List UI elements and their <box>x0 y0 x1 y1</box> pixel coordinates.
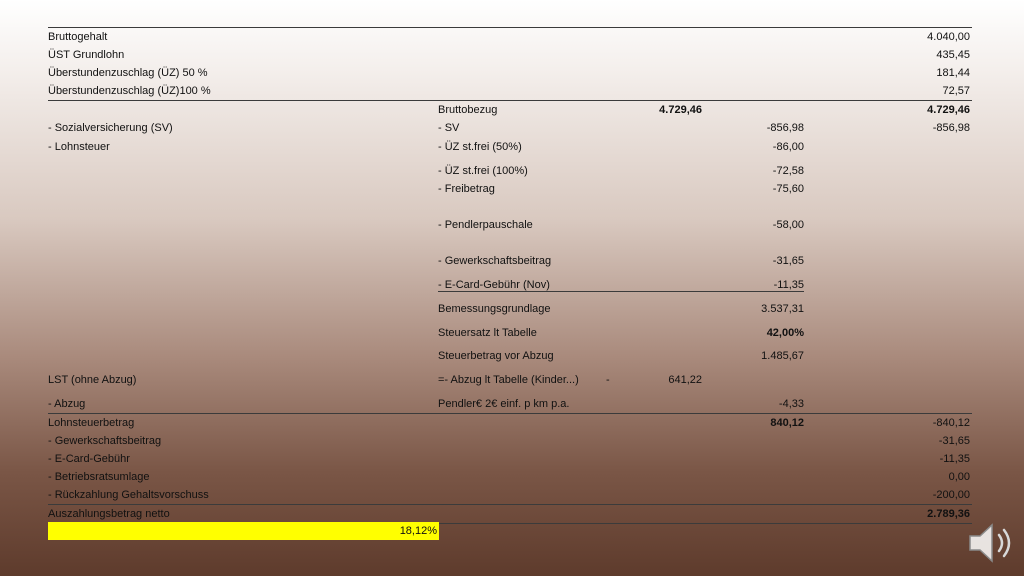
row-uz50: Überstundenzuschlag (ÜZ) 50 % 181,44 <box>48 64 972 82</box>
sub-label: Steuerbetrag vor Abzug <box>438 350 554 362</box>
row-freibetrag: - Freibetrag -75,60 <box>48 180 972 198</box>
row-gewerkschaft-sub: - Gewerkschaftsbeitrag -31,65 <box>48 252 972 270</box>
mid-value: -58,00 <box>772 219 804 231</box>
label: Bruttogehalt <box>48 31 108 43</box>
mid-value: 641,22 <box>668 374 702 386</box>
value: -840,12 <box>932 417 970 429</box>
row-uz100-frei: - ÜZ st.frei (100%) -72,58 <box>48 162 972 180</box>
mid-value: -86,00 <box>772 141 804 153</box>
sub-label: - Freibetrag <box>438 183 495 195</box>
percentage-value: 18,12% <box>399 525 437 537</box>
row-ecard-sub: - E-Card-Gebühr (Nov) -11,35 <box>48 276 972 294</box>
row-bruttobezug: Bruttobezug 4.729,46 4.729,46 <box>48 101 972 119</box>
subtotal-divider <box>438 291 804 292</box>
mid-value: 3.537,31 <box>761 303 804 315</box>
sub-label: Pendler€ 2€ einf. p km p.a. <box>438 398 570 410</box>
value: 435,45 <box>936 49 970 61</box>
label: - Rückzahlung Gehaltsvorschuss <box>48 489 209 501</box>
row-steuersatz: Steuersatz lt Tabelle 42,00% <box>48 324 972 342</box>
mid-value: 1.485,67 <box>761 350 804 362</box>
label: - Betriebsratsumlage <box>48 471 150 483</box>
sub-label: - ÜZ st.frei (50%) <box>438 141 522 153</box>
row-bemessungsgrundlage: Bemessungsgrundlage 3.537,31 <box>48 300 972 318</box>
row-ust-grundlohn: ÜST Grundlohn 435,45 <box>48 46 972 64</box>
value: -31,65 <box>938 435 970 447</box>
label: Auszahlungsbetrag netto <box>48 508 170 520</box>
row-abzug: - Abzug Pendler€ 2€ einf. p km p.a. -4,3… <box>48 395 972 413</box>
mid-value: 42,00% <box>766 327 804 339</box>
row-betriebsratsumlage: - Betriebsratsumlage 0,00 <box>48 468 972 486</box>
row-steuerbetrag: Steuerbetrag vor Abzug 1.485,67 <box>48 347 972 365</box>
label: - Gewerkschaftsbeitrag <box>48 435 162 447</box>
sub-label: - ÜZ st.frei (100%) <box>438 165 528 177</box>
row-pendlerpauschale: - Pendlerpauschale -58,00 <box>48 216 972 234</box>
label: Lohnsteuerbetrag <box>48 417 135 429</box>
value: 4.729,46 <box>927 104 970 116</box>
dash: - <box>606 374 610 386</box>
row-ecard: - E-Card-Gebühr -11,35 <box>48 450 972 468</box>
mid-value: 4.729,46 <box>659 104 702 116</box>
label: ÜST Grundlohn <box>48 49 125 61</box>
label: Überstundenzuschlag (ÜZ)100 % <box>48 85 211 97</box>
mid-value: -72,58 <box>772 165 804 177</box>
mid-value: -4,33 <box>778 398 804 410</box>
percentage-highlight: 18,12% <box>48 522 439 540</box>
label: Bruttobezug <box>438 104 498 116</box>
row-sv: - Sozialversicherung (SV) - SV -856,98 -… <box>48 119 972 137</box>
row-auszahlungsbetrag: Auszahlungsbetrag netto 2.789,36 <box>48 505 972 524</box>
mid-value: -31,65 <box>772 255 804 267</box>
sub-label: - E-Card-Gebühr (Nov) <box>438 279 550 291</box>
value: 72,57 <box>942 85 970 97</box>
label: LST (ohne Abzug) <box>48 374 137 386</box>
value: 0,00 <box>948 471 970 483</box>
mid-value: -75,60 <box>772 183 804 195</box>
sub-label: - Gewerkschaftsbeitrag <box>438 255 552 267</box>
sub-label: Bemessungsgrundlage <box>438 303 551 315</box>
value: -856,98 <box>932 122 970 134</box>
row-bruttogehalt: Bruttogehalt 4.040,00 <box>48 27 972 46</box>
mid-value: -11,35 <box>773 279 804 291</box>
speaker-icon[interactable] <box>966 520 1018 566</box>
value: -11,35 <box>939 453 970 465</box>
value: 4.040,00 <box>927 31 970 43</box>
label: - Lohnsteuer <box>48 141 110 153</box>
sub-label: =- Abzug lt Tabelle (Kinder...) <box>438 374 579 386</box>
row-gewerkschaftsbeitrag: - Gewerkschaftsbeitrag -31,65 <box>48 432 972 450</box>
row-lohnsteuerbetrag: Lohnsteuerbetrag 840,12 -840,12 <box>48 413 972 432</box>
row-rueckzahlung: - Rückzahlung Gehaltsvorschuss -200,00 <box>48 486 972 505</box>
label: - Sozialversicherung (SV) <box>48 122 173 134</box>
value: 181,44 <box>936 67 970 79</box>
sub-label: - Pendlerpauschale <box>438 219 533 231</box>
row-uz100: Überstundenzuschlag (ÜZ)100 % 72,57 <box>48 82 972 101</box>
label: - E-Card-Gebühr <box>48 453 130 465</box>
label: - Abzug <box>48 398 86 410</box>
value: 2.789,36 <box>927 508 970 520</box>
sub-label: Steuersatz lt Tabelle <box>438 327 537 339</box>
row-lst: LST (ohne Abzug) =- Abzug lt Tabelle (Ki… <box>48 371 972 389</box>
row-lohnsteuer: - Lohnsteuer - ÜZ st.frei (50%) -86,00 <box>48 138 972 156</box>
value: -200,00 <box>932 489 970 501</box>
mid-value: -856,98 <box>766 122 804 134</box>
label: Überstundenzuschlag (ÜZ) 50 % <box>48 67 208 79</box>
mid-value: 840,12 <box>770 417 804 429</box>
sub-label: - SV <box>438 122 460 134</box>
